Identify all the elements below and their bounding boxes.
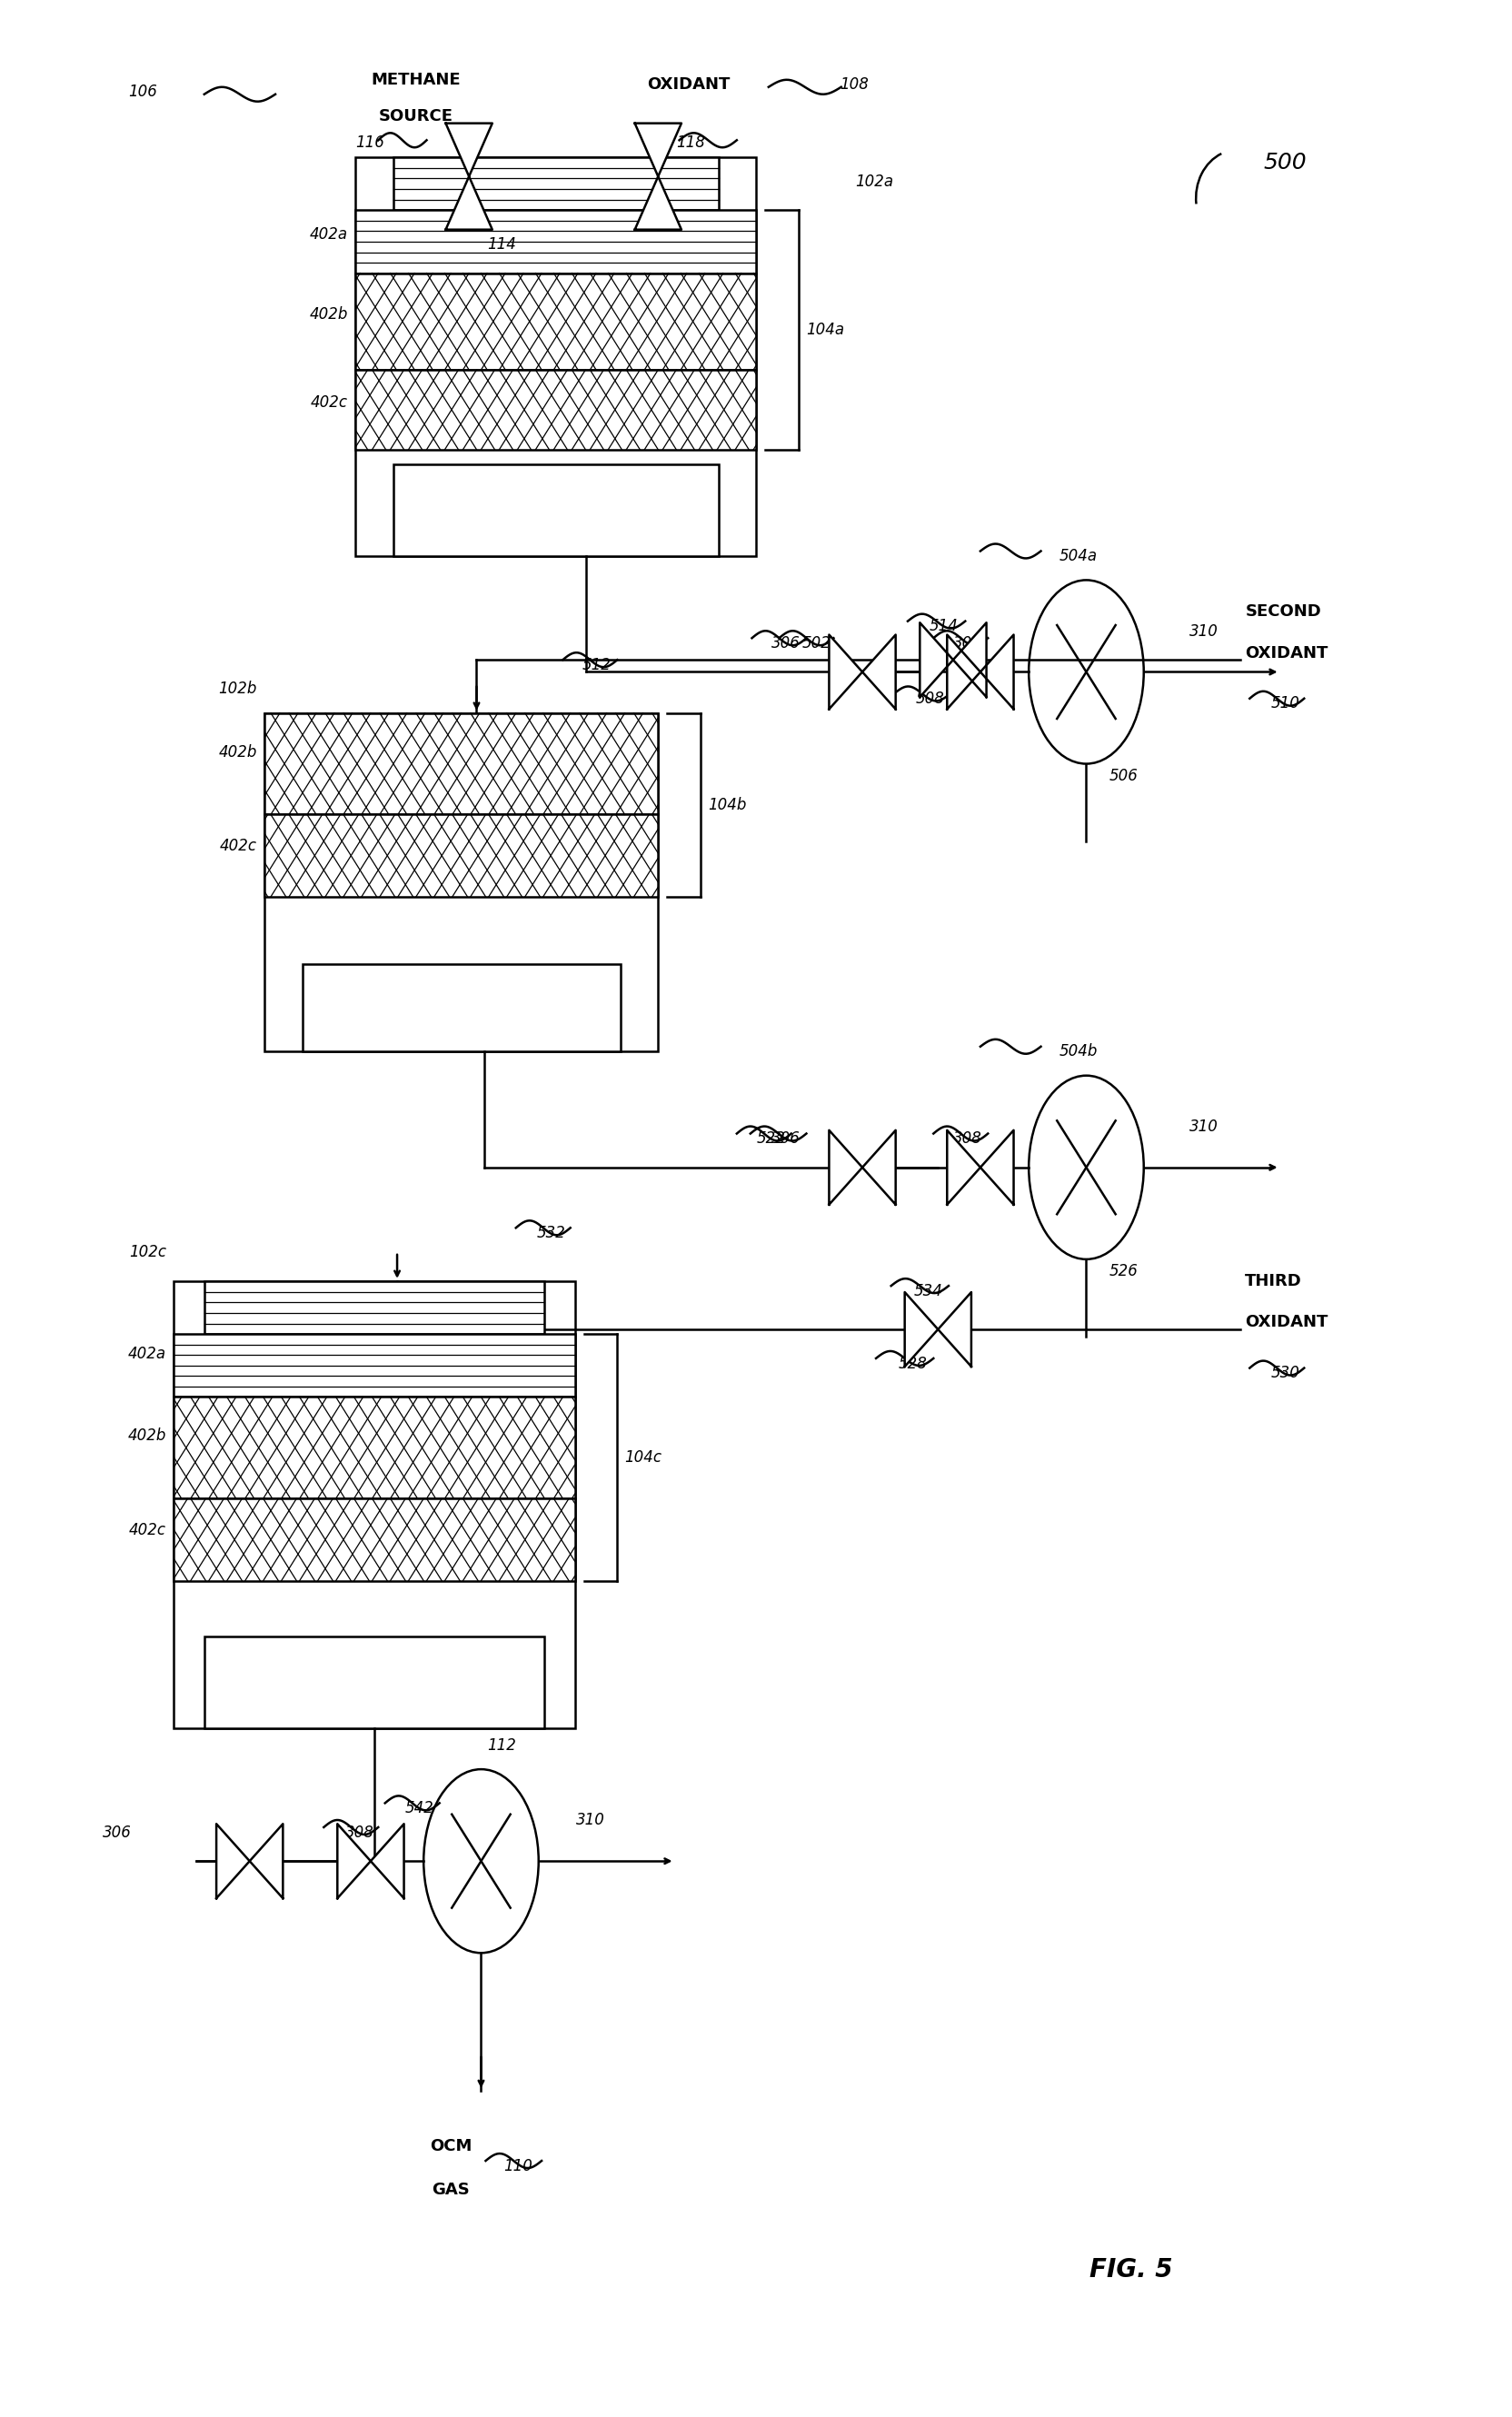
Text: 102b: 102b bbox=[219, 682, 257, 699]
Text: 500: 500 bbox=[1263, 152, 1306, 174]
Text: 308: 308 bbox=[953, 1131, 981, 1148]
Text: 402a: 402a bbox=[129, 1346, 166, 1363]
Text: 310: 310 bbox=[1188, 624, 1217, 641]
Text: 526: 526 bbox=[1108, 1264, 1137, 1281]
Text: OXIDANT: OXIDANT bbox=[1244, 1315, 1328, 1332]
Polygon shape bbox=[862, 1131, 895, 1204]
Bar bbox=[174, 1281, 575, 1728]
Polygon shape bbox=[635, 176, 680, 230]
Bar bbox=[265, 713, 658, 815]
Text: 542: 542 bbox=[405, 1801, 434, 1818]
Text: 112: 112 bbox=[487, 1738, 516, 1755]
Polygon shape bbox=[904, 1293, 937, 1366]
Polygon shape bbox=[980, 636, 1013, 708]
Text: 306: 306 bbox=[771, 636, 800, 653]
Polygon shape bbox=[635, 123, 680, 176]
Polygon shape bbox=[862, 636, 895, 708]
Text: THIRD: THIRD bbox=[1244, 1274, 1302, 1291]
Text: 308: 308 bbox=[953, 636, 981, 653]
Bar bbox=[204, 1281, 544, 1334]
Text: 118: 118 bbox=[676, 135, 705, 152]
Bar bbox=[393, 157, 718, 210]
Text: 534: 534 bbox=[913, 1283, 942, 1300]
Bar bbox=[355, 210, 756, 273]
Text: 402c: 402c bbox=[219, 839, 257, 856]
Polygon shape bbox=[947, 636, 980, 708]
Bar bbox=[204, 1636, 544, 1728]
Bar bbox=[355, 273, 756, 370]
Text: 308: 308 bbox=[345, 1825, 373, 1842]
Bar bbox=[174, 1397, 575, 1499]
Polygon shape bbox=[249, 1825, 283, 1897]
Text: SECOND: SECOND bbox=[1244, 604, 1320, 621]
Text: 506: 506 bbox=[1108, 769, 1137, 786]
Text: 528: 528 bbox=[898, 1356, 927, 1373]
Text: 102a: 102a bbox=[854, 174, 892, 191]
Text: 110: 110 bbox=[503, 2158, 532, 2175]
Text: 306: 306 bbox=[103, 1825, 132, 1842]
Polygon shape bbox=[937, 1293, 971, 1366]
Bar bbox=[265, 713, 658, 1051]
Text: 530: 530 bbox=[1270, 1366, 1299, 1383]
Polygon shape bbox=[829, 636, 862, 708]
Text: 114: 114 bbox=[487, 237, 516, 254]
Text: 104a: 104a bbox=[806, 321, 844, 338]
Text: 502: 502 bbox=[801, 636, 830, 653]
Text: 108: 108 bbox=[839, 77, 868, 94]
Text: 106: 106 bbox=[129, 85, 157, 102]
Bar bbox=[393, 464, 718, 556]
Polygon shape bbox=[446, 123, 491, 176]
Text: 402c: 402c bbox=[129, 1523, 166, 1540]
Polygon shape bbox=[980, 1131, 1013, 1204]
Polygon shape bbox=[919, 624, 953, 696]
Polygon shape bbox=[829, 1131, 862, 1204]
Text: 104b: 104b bbox=[708, 798, 745, 812]
Text: 116: 116 bbox=[355, 135, 384, 152]
Text: 310: 310 bbox=[1188, 1119, 1217, 1136]
Polygon shape bbox=[947, 1131, 980, 1204]
Bar bbox=[302, 964, 620, 1051]
Text: 512: 512 bbox=[582, 657, 611, 674]
Bar bbox=[265, 815, 658, 897]
Bar bbox=[174, 1334, 575, 1397]
Text: 306: 306 bbox=[771, 1131, 800, 1148]
Polygon shape bbox=[446, 176, 491, 230]
Polygon shape bbox=[370, 1825, 404, 1897]
Polygon shape bbox=[953, 624, 986, 696]
Text: SOURCE: SOURCE bbox=[378, 109, 454, 126]
Polygon shape bbox=[216, 1825, 249, 1897]
Text: FIG. 5: FIG. 5 bbox=[1089, 2257, 1172, 2282]
Text: 402b: 402b bbox=[129, 1428, 166, 1445]
Text: 532: 532 bbox=[537, 1225, 565, 1242]
Text: GAS: GAS bbox=[431, 2183, 470, 2199]
Bar bbox=[174, 1499, 575, 1581]
Text: 514: 514 bbox=[928, 619, 957, 636]
Text: OXIDANT: OXIDANT bbox=[1244, 645, 1328, 662]
Text: 402b: 402b bbox=[310, 307, 348, 321]
Bar bbox=[355, 157, 756, 556]
Text: 504b: 504b bbox=[1058, 1044, 1096, 1061]
Text: 504a: 504a bbox=[1058, 549, 1096, 566]
Bar bbox=[355, 370, 756, 450]
Polygon shape bbox=[337, 1825, 370, 1897]
Text: 102c: 102c bbox=[129, 1245, 166, 1262]
Text: 510: 510 bbox=[1270, 696, 1299, 713]
Text: OCM: OCM bbox=[429, 2139, 472, 2156]
Text: METHANE: METHANE bbox=[370, 73, 461, 89]
Text: 310: 310 bbox=[576, 1813, 605, 1830]
Text: 402a: 402a bbox=[310, 227, 348, 242]
Text: 522: 522 bbox=[756, 1131, 785, 1148]
Text: OXIDANT: OXIDANT bbox=[647, 77, 729, 94]
Text: 104c: 104c bbox=[624, 1450, 662, 1465]
Text: 508: 508 bbox=[915, 691, 943, 708]
Text: 402c: 402c bbox=[310, 394, 348, 411]
Text: 402b: 402b bbox=[219, 744, 257, 761]
